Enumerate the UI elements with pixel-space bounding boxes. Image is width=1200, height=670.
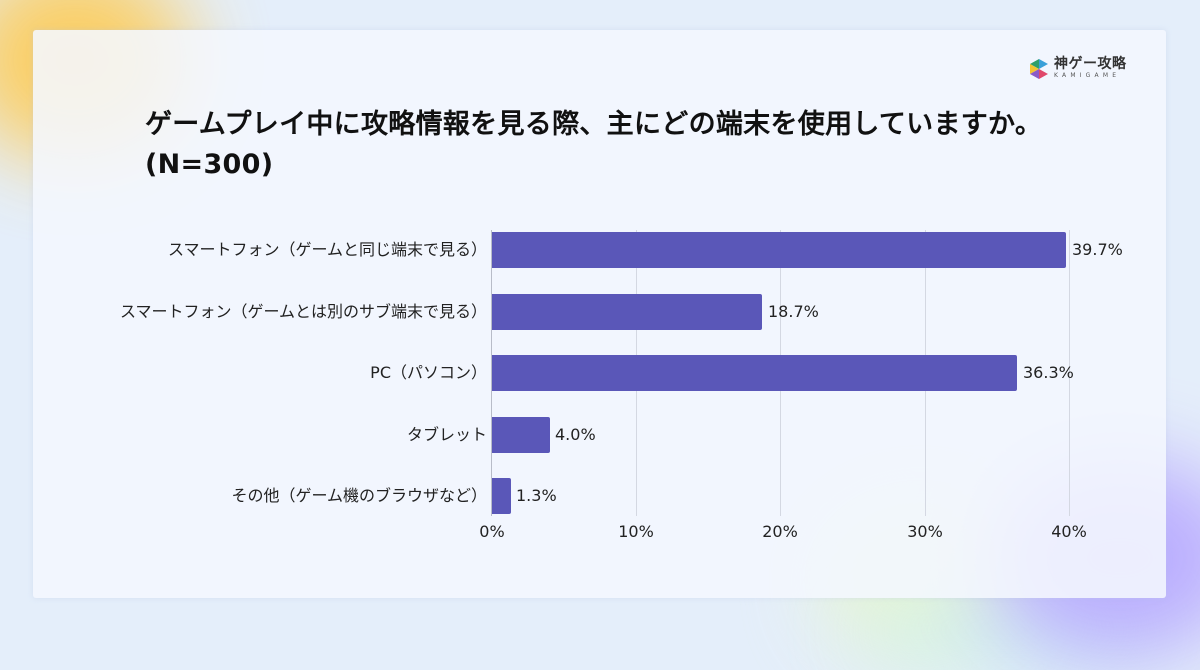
category-label: PC（パソコン） (370, 363, 487, 382)
x-tick-label: 20% (762, 522, 798, 541)
chart-card: 神ゲー攻略 KAMIGAME ゲームプレイ中に攻略情報を見る際、主にどの端末を使… (33, 30, 1166, 598)
category-label: スマートフォン（ゲームと同じ端末で見る） (167, 240, 487, 259)
value-label: 36.3% (1023, 363, 1074, 382)
x-tick-label: 30% (907, 522, 943, 541)
bar-row: PC（パソコン） 36.3% (33, 355, 1166, 391)
x-tick-label: 0% (479, 522, 505, 541)
value-label: 18.7% (768, 302, 819, 321)
category-label: その他（ゲーム機のブラウザなど） (231, 486, 487, 505)
value-label: 39.7% (1072, 240, 1123, 259)
bar-row: その他（ゲーム機のブラウザなど） 1.3% (33, 478, 1166, 514)
kamigame-logo-icon (1030, 58, 1048, 79)
bar (492, 478, 511, 514)
bar-row: スマートフォン（ゲームと同じ端末で見る） 39.7% (33, 232, 1166, 268)
logo-text-en: KAMIGAME (1054, 72, 1121, 79)
bar-row: タブレット 4.0% (33, 417, 1166, 453)
category-label: タブレット (406, 425, 487, 444)
bar-chart: スマートフォン（ゲームと同じ端末で見る） 39.7% スマートフォン（ゲームとは… (33, 30, 1166, 598)
value-label: 4.0% (555, 425, 596, 444)
chart-title: ゲームプレイ中に攻略情報を見る際、主にどの端末を使用していますか。(N=300) (145, 109, 1043, 180)
gridline-40 (1069, 230, 1070, 516)
bar (492, 417, 550, 453)
x-tick-label: 40% (1051, 522, 1087, 541)
bar-row: スマートフォン（ゲームとは別のサブ端末で見る） 18.7% (33, 294, 1166, 330)
category-label: スマートフォン（ゲームとは別のサブ端末で見る） (119, 302, 487, 321)
value-label: 1.3% (516, 486, 557, 505)
x-tick-label: 10% (618, 522, 654, 541)
y-axis-line (491, 230, 492, 516)
bar (492, 232, 1066, 268)
logo-text-jp: 神ゲー攻略 (1054, 56, 1127, 72)
bar (492, 294, 762, 330)
bar (492, 355, 1017, 391)
brand-logo: 神ゲー攻略 KAMIGAME (1029, 57, 1127, 80)
